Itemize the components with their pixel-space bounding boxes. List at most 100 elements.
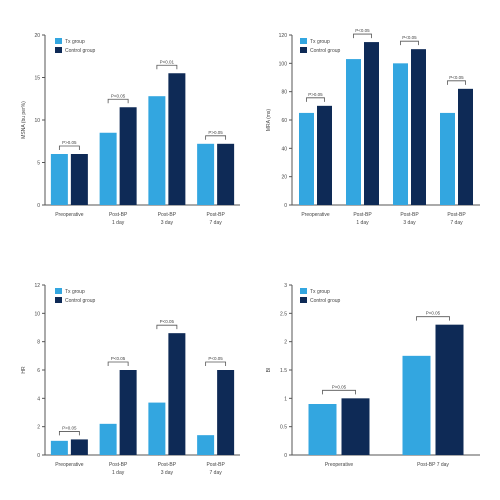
- significance-label: P>0.05: [62, 140, 77, 145]
- significance-label: P>0.05: [332, 384, 347, 389]
- legend-swatch: [55, 297, 62, 303]
- significance-bracket: [58, 145, 80, 150]
- bar-control-group: [119, 107, 137, 205]
- y-tick-label: 20: [34, 33, 40, 39]
- legend-label: Control group: [310, 48, 341, 54]
- y-tick-label: 10: [34, 311, 40, 317]
- y-tick-label: 100: [279, 61, 288, 67]
- bar-tx-group: [197, 435, 215, 455]
- y-tick-label: 10: [34, 118, 40, 124]
- y-tick-label: 2: [37, 425, 40, 431]
- significance-bracket: [400, 40, 419, 46]
- significance-label: P<0.05: [160, 319, 175, 324]
- bar-tx-group: [346, 59, 361, 206]
- bar-control-group: [168, 73, 186, 205]
- y-tick-label: 0: [37, 453, 40, 459]
- bar-control-group: [458, 88, 473, 205]
- bar-tx-group: [50, 440, 68, 455]
- y-tick-label: 12: [34, 283, 40, 289]
- bar-control-group: [364, 42, 379, 206]
- chart-panel-3: 0 2 4 6 8 10 12 HR P>0.05 Preoperative P<0.05 Post-…: [21, 283, 240, 476]
- x-tick-label: Post-BP 7 day: [417, 462, 449, 468]
- x-tick-label: Post-BP: [206, 212, 225, 218]
- bar-tx-group: [402, 355, 431, 455]
- x-tick-label: 7 day: [210, 470, 223, 476]
- significance-label: P>0.05: [308, 92, 323, 97]
- y-axis-label: BI: [266, 368, 272, 373]
- significance-label: P<0.05: [111, 93, 126, 98]
- bar-control-group: [411, 49, 426, 205]
- bar-tx-group: [393, 63, 408, 206]
- x-tick-label: Post-BP: [400, 212, 419, 218]
- bar-tx-group: [299, 112, 314, 205]
- x-tick-label: 7 day: [210, 220, 223, 226]
- x-tick-label: Preoperative: [55, 212, 84, 218]
- x-tick-label: Post-BP: [353, 212, 372, 218]
- legend-label: Tx group: [65, 39, 85, 45]
- legend-swatch: [300, 38, 307, 44]
- legend-swatch: [55, 288, 62, 294]
- legend-label: Control group: [65, 298, 96, 304]
- bar-control-group: [217, 370, 235, 455]
- y-tick-label: 1.5: [280, 368, 287, 374]
- bar-control-group: [217, 143, 235, 205]
- significance-bracket: [156, 64, 178, 70]
- x-tick-label: Post-BP: [158, 212, 177, 218]
- bar-control-group: [70, 154, 88, 205]
- bar-control-group: [435, 324, 464, 455]
- significance-bracket: [416, 316, 450, 321]
- chart-panel-1: 0 5 10 15 20 MSNA (bu per%) P>0.05 Preoperative…: [21, 33, 240, 226]
- significance-bracket: [107, 98, 129, 104]
- legend-swatch: [55, 47, 62, 53]
- x-tick-label: Post-BP: [158, 462, 177, 468]
- y-tick-label: 8: [37, 340, 40, 346]
- significance-bracket: [306, 97, 325, 102]
- bar-control-group: [317, 105, 332, 205]
- legend-label: Control group: [65, 48, 96, 54]
- y-tick-label: 60: [281, 118, 287, 124]
- y-tick-label: 2.5: [280, 311, 287, 317]
- x-tick-label: Preoperative: [55, 462, 84, 468]
- x-tick-label: Preoperative: [325, 462, 354, 468]
- x-tick-label: 1 day: [112, 220, 125, 226]
- significance-label: P<0.05: [402, 35, 417, 40]
- x-tick-label: 3 day: [403, 220, 416, 226]
- x-tick-label: Post-BP: [206, 462, 225, 468]
- y-tick-label: 4: [37, 396, 40, 402]
- significance-label: P<0.05: [449, 75, 464, 80]
- bar-tx-group: [99, 423, 117, 455]
- bar-control-group: [341, 398, 370, 455]
- legend-swatch: [55, 38, 62, 44]
- legend-swatch: [300, 288, 307, 294]
- y-tick-label: 0.5: [280, 425, 287, 431]
- y-tick-label: 0: [284, 203, 287, 209]
- significance-label: P<0.05: [355, 28, 370, 33]
- x-tick-label: 3 day: [161, 220, 174, 226]
- bar-tx-group: [50, 154, 68, 205]
- x-tick-label: 1 day: [112, 470, 125, 476]
- x-tick-label: Preoperative: [301, 212, 330, 218]
- bar-tx-group: [148, 96, 166, 205]
- y-tick-label: 5: [37, 161, 40, 167]
- y-tick-label: 0: [284, 453, 287, 459]
- x-tick-label: 1 day: [356, 220, 369, 226]
- significance-bracket: [353, 33, 372, 39]
- legend-swatch: [300, 297, 307, 303]
- y-tick-label: 1: [284, 396, 287, 402]
- legend-label: Tx group: [310, 289, 330, 295]
- significance-bracket: [58, 431, 80, 436]
- y-tick-label: 3: [284, 283, 287, 289]
- significance-bracket: [107, 361, 129, 366]
- y-axis-label: MRA (ms): [266, 109, 272, 132]
- significance-label: P<0.05: [111, 356, 126, 361]
- significance-bracket: [156, 324, 178, 330]
- x-tick-label: 3 day: [161, 470, 174, 476]
- significance-label: P<0.05: [426, 311, 441, 316]
- x-tick-label: Post-BP: [447, 212, 466, 218]
- y-tick-label: 120: [279, 33, 288, 39]
- legend-label: Control group: [310, 298, 341, 304]
- y-tick-label: 15: [34, 76, 40, 82]
- y-tick-label: 80: [281, 90, 287, 96]
